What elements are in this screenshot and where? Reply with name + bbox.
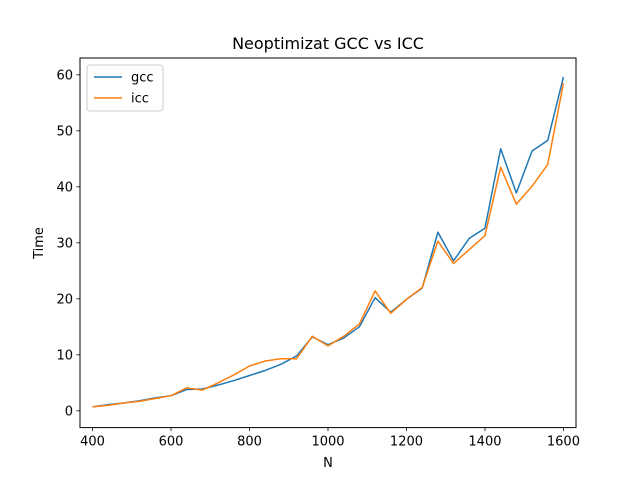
y-tick-label: 20 <box>56 292 73 307</box>
y-axis-ticks: 0 10 20 30 40 50 60 <box>56 68 80 419</box>
y-tick-label: 10 <box>56 348 73 363</box>
legend-label-icc: icc <box>131 92 149 107</box>
series-line-icc <box>92 83 565 408</box>
x-tick-label: 1000 <box>311 435 344 450</box>
x-axis-label: N <box>323 456 333 471</box>
y-tick-label: 60 <box>56 68 73 83</box>
x-tick-label: 1400 <box>468 435 501 450</box>
y-tick-label: 40 <box>56 180 73 195</box>
y-axis-label: Time <box>32 227 47 260</box>
series-layer <box>92 76 565 408</box>
y-tick-label: 50 <box>56 124 73 139</box>
x-tick-label: 1600 <box>547 435 580 450</box>
x-tick-label: 400 <box>80 435 105 450</box>
x-tick-label: 600 <box>159 435 184 450</box>
legend-label-gcc: gcc <box>131 71 154 86</box>
x-tick-label: 800 <box>237 435 262 450</box>
x-tick-label: 1200 <box>390 435 423 450</box>
x-axis-ticks: 400 600 800 1000 1200 1400 1600 <box>80 427 580 450</box>
y-tick-label: 30 <box>56 236 73 251</box>
y-tick-label: 0 <box>65 404 73 419</box>
legend: gcc icc <box>86 64 164 112</box>
chart-title: Neoptimizat GCC vs ICC <box>232 34 424 53</box>
